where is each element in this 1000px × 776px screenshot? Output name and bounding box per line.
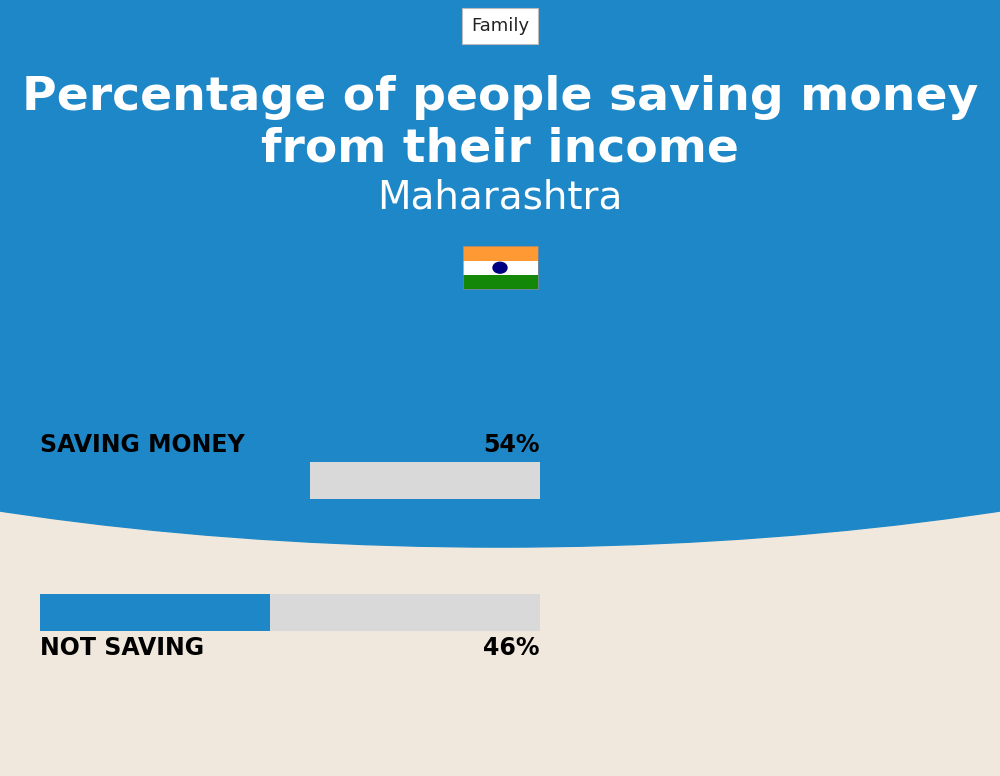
Text: 54%: 54% (484, 433, 540, 457)
Text: Maharashtra: Maharashtra (377, 179, 623, 217)
Bar (462, 246, 538, 289)
Text: NOT SAVING: NOT SAVING (40, 636, 204, 660)
Bar (462, 261, 538, 275)
Text: Family: Family (471, 17, 529, 36)
Bar (40, 462, 310, 499)
Bar (40, 594, 540, 631)
Circle shape (493, 262, 507, 273)
Text: from their income: from their income (261, 126, 739, 171)
Bar (40, 462, 540, 499)
Bar (462, 247, 538, 261)
Text: SAVING MONEY: SAVING MONEY (40, 433, 245, 457)
Text: Percentage of people saving money: Percentage of people saving money (22, 74, 978, 120)
Text: 46%: 46% (484, 636, 540, 660)
Ellipse shape (0, 0, 1000, 547)
Bar (462, 275, 538, 289)
Bar (40, 594, 270, 631)
